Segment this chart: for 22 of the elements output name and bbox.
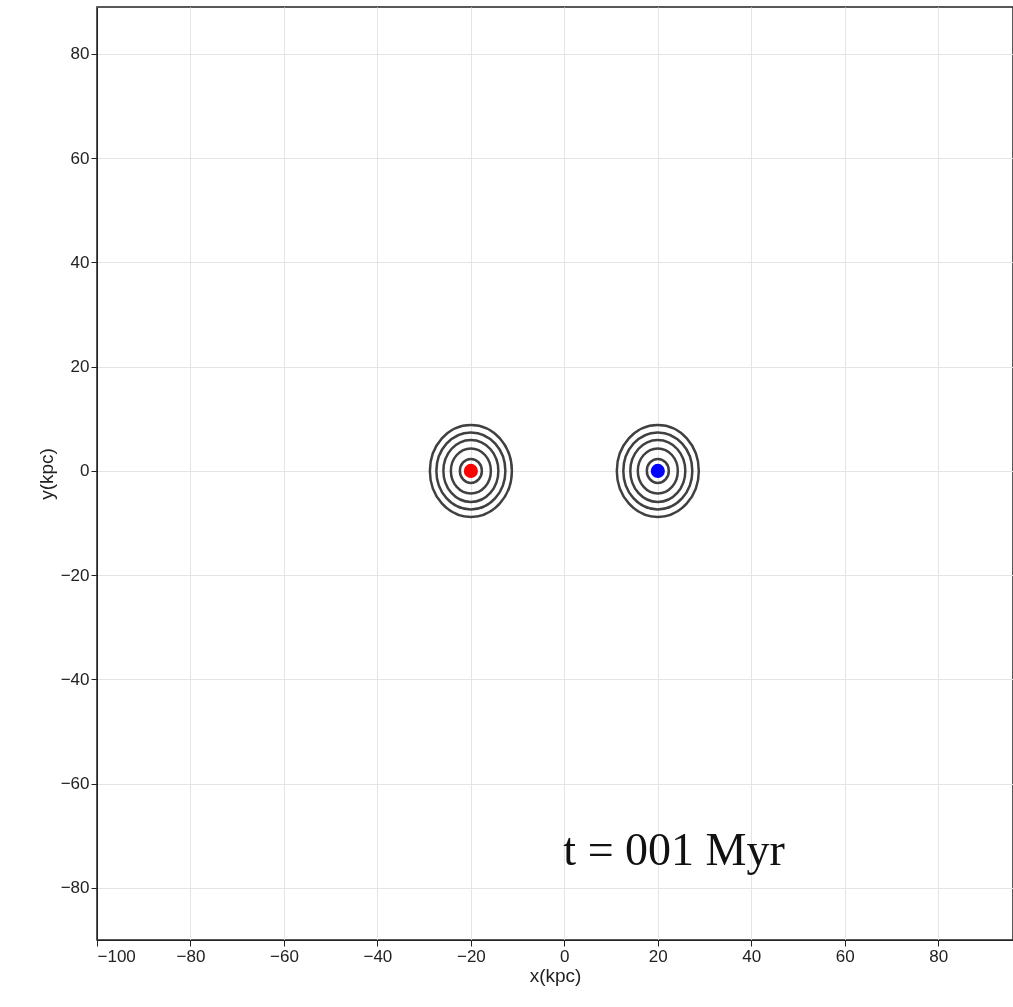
x-axis-title: x(kpc): [529, 964, 582, 986]
y-tick-label: 20: [70, 357, 90, 377]
x-tick-label: 20: [648, 946, 668, 966]
y-tick-label: 40: [70, 252, 90, 272]
y-axis-title: y(kpc): [35, 448, 57, 500]
x-tick-label: −60: [270, 946, 299, 966]
x-tick-label: 60: [835, 946, 855, 966]
y-tick-label: −60: [60, 774, 90, 794]
y-tick-label: 0: [80, 461, 90, 481]
x-tick-label: 40: [742, 946, 762, 966]
y-tick-label: −40: [60, 669, 90, 689]
y-tick-label: 80: [70, 44, 90, 64]
x-tick-label: −80: [176, 946, 206, 966]
x-tick-label: −20: [456, 946, 486, 966]
x-tick-label: 80: [929, 946, 949, 966]
y-tick-label: −80: [60, 878, 90, 898]
x-tick-label: −40: [363, 946, 393, 966]
x-tick-label: 0: [560, 946, 570, 966]
y-tick-label: −20: [60, 565, 90, 585]
annotation: t = 001 Myr: [563, 824, 785, 876]
x-tick-label: −100: [97, 946, 136, 966]
y-tick-label: 60: [70, 148, 90, 168]
